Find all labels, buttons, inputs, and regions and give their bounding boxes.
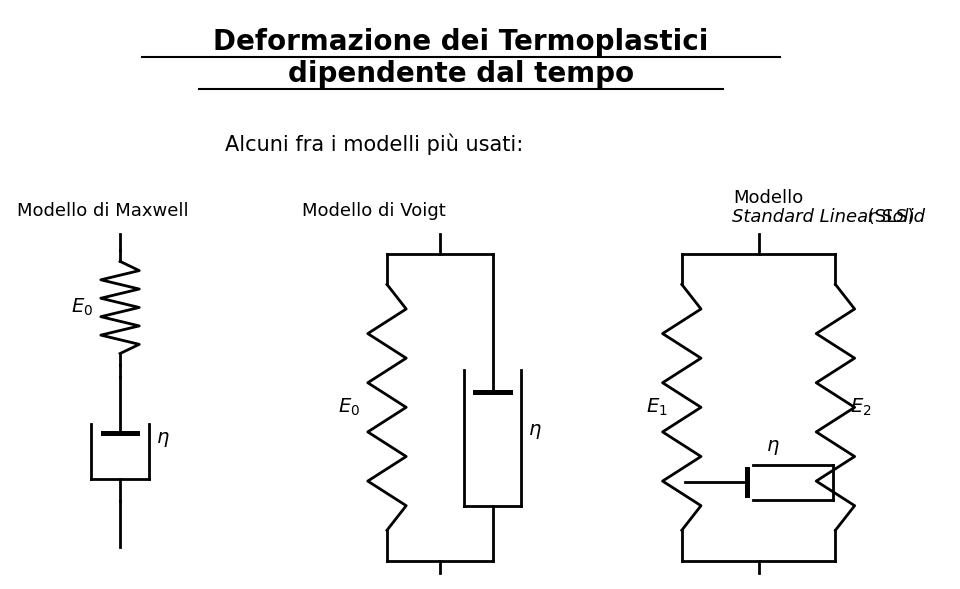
- Text: $E_0$: $E_0$: [338, 396, 360, 418]
- Text: $\eta$: $\eta$: [528, 422, 541, 441]
- Text: Modello di Maxwell: Modello di Maxwell: [17, 203, 189, 220]
- Text: Modello: Modello: [733, 189, 804, 207]
- Text: (SLS): (SLS): [862, 208, 915, 226]
- Text: $\eta$: $\eta$: [766, 438, 780, 457]
- Text: $E_0$: $E_0$: [71, 297, 93, 318]
- Text: $E_1$: $E_1$: [646, 396, 667, 418]
- Text: Modello di Voigt: Modello di Voigt: [302, 203, 446, 220]
- Text: dipendente dal tempo: dipendente dal tempo: [288, 60, 634, 88]
- Text: Standard Linear Solid: Standard Linear Solid: [732, 208, 924, 226]
- Text: Deformazione dei Termoplastici: Deformazione dei Termoplastici: [213, 28, 708, 57]
- Text: Alcuni fra i modelli più usati:: Alcuni fra i modelli più usati:: [226, 134, 523, 155]
- Text: $\eta$: $\eta$: [156, 429, 169, 448]
- Text: $E_2$: $E_2$: [850, 396, 872, 418]
